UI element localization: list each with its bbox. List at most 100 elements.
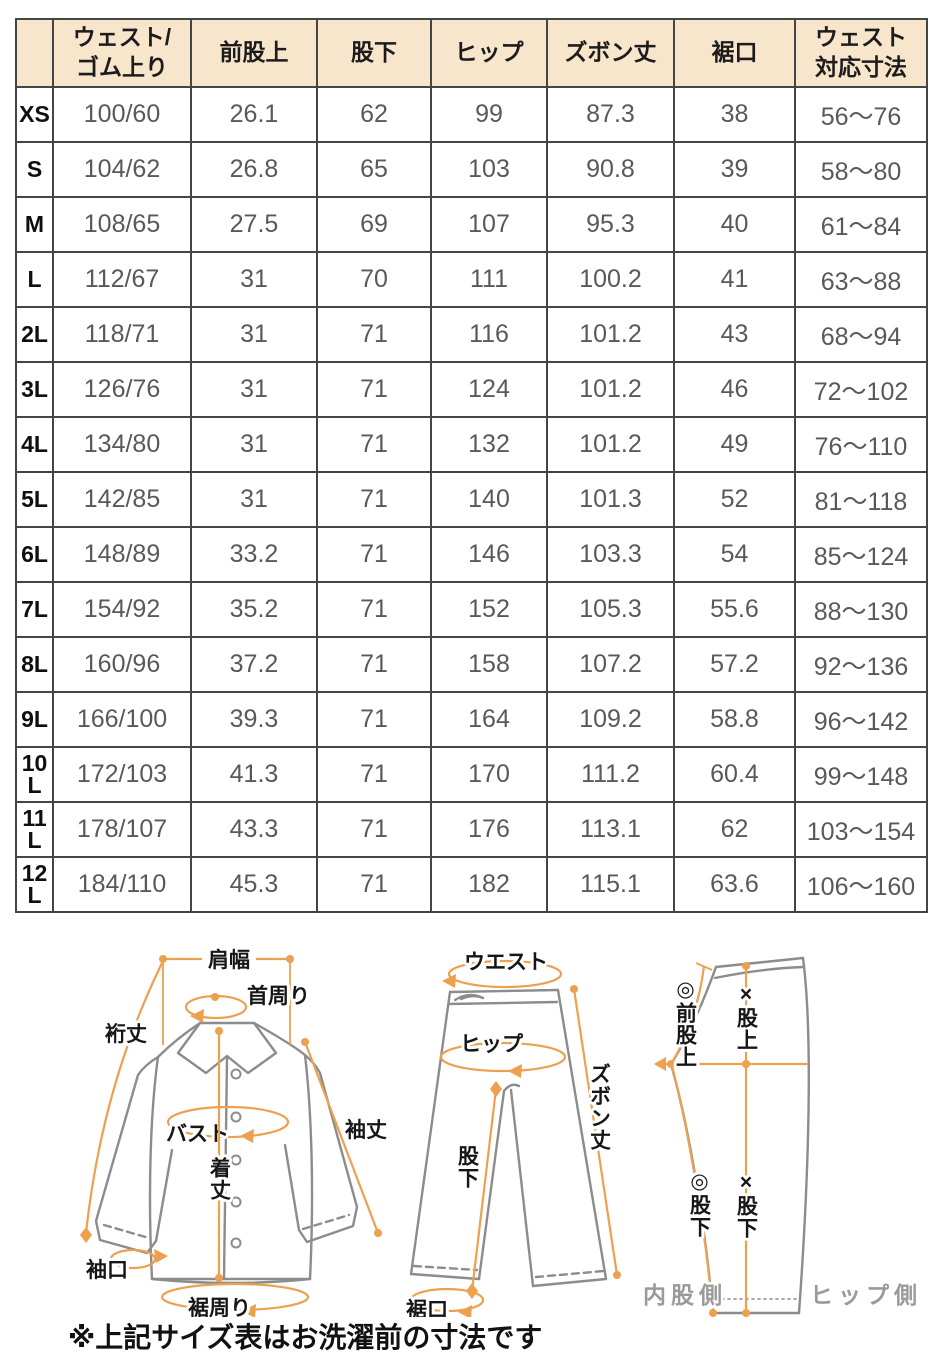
cell-hem-width: 55.6 <box>673 581 796 638</box>
cell-pants-length: 105.3 <box>546 581 675 638</box>
hem-ellipse <box>409 1287 485 1313</box>
table-row: 5L 142/85 31 71 140 101.3 52 81〜118 <box>15 471 928 528</box>
inseam-a-label: ◎股下 <box>688 1169 712 1238</box>
hip-label: ヒップ <box>460 1033 524 1056</box>
pants-length-line <box>572 988 619 1276</box>
cell-front-rise: 43.3 <box>190 801 318 858</box>
cell-waist-elastic: 178/107 <box>52 801 192 858</box>
arrowhead <box>458 1305 472 1317</box>
cell-waist-range: 96〜142 <box>794 691 928 748</box>
size-label: 4L <box>15 416 54 473</box>
cell-hip: 164 <box>430 691 548 748</box>
table-row: 11L 178/107 43.3 71 176 113.1 62 103〜154 <box>15 801 928 858</box>
cell-inseam: 71 <box>316 856 432 913</box>
cell-hip: 170 <box>430 746 548 803</box>
cell-front-rise: 31 <box>190 251 318 308</box>
yuki-line <box>84 960 164 1234</box>
header-hem-width: 裾口 <box>673 18 796 88</box>
cell-inseam: 71 <box>316 471 432 528</box>
sleeve-length-line <box>303 1041 380 1234</box>
arrowhead <box>154 1249 168 1263</box>
body-length-label: 着丈 <box>208 1156 233 1201</box>
cell-pants-length: 100.2 <box>546 251 675 308</box>
shirt-diagram: 肩幅 首周り 裄丈 バスト 袖丈 着丈 袖口 裾周り <box>80 945 390 1317</box>
cell-waist-range: 106〜160 <box>794 856 928 913</box>
size-label: 3L <box>15 361 54 418</box>
cell-hem-width: 39 <box>673 141 796 198</box>
cell-hip: 107 <box>430 196 548 253</box>
hem-around-label: 裾周り <box>188 1296 251 1317</box>
neck-label: 首周り <box>247 984 310 1008</box>
cell-hem-width: 54 <box>673 526 796 583</box>
cell-waist-elastic: 112/67 <box>52 251 192 308</box>
table-row: M 108/65 27.5 69 107 95.3 40 61〜84 <box>15 196 928 253</box>
cell-front-rise: 31 <box>190 416 318 473</box>
size-label: 8L <box>15 636 54 693</box>
cuff-ellipse <box>109 1248 157 1270</box>
header-pants-length: ズボン丈 <box>546 18 675 88</box>
table-row: 2L 118/71 31 71 116 101.2 43 68〜94 <box>15 306 928 363</box>
inner-side-label: 内股側 <box>643 1282 727 1308</box>
arrowhead <box>240 1129 254 1143</box>
hem-around-ellipse <box>160 1282 310 1312</box>
cell-front-rise: 33.2 <box>190 526 318 583</box>
header-size <box>15 18 54 88</box>
cell-front-rise: 31 <box>190 361 318 418</box>
cell-hip: 99 <box>430 86 548 143</box>
size-label: 12L <box>15 856 54 913</box>
footnote: ※上記サイズ表はお洗濯前の寸法です <box>68 1322 543 1353</box>
cell-front-rise: 37.2 <box>190 636 318 693</box>
cell-pants-length: 87.3 <box>546 86 675 143</box>
rise-label: ×股上 <box>735 983 759 1051</box>
size-table: ウェスト/ ゴム上り 前股上 股下 ヒップ ズボン丈 裾口 ウェスト 対応寸法 … <box>15 18 928 913</box>
cell-waist-elastic: 126/76 <box>52 361 192 418</box>
cell-hem-width: 62 <box>673 801 796 858</box>
cell-hip: 132 <box>430 416 548 473</box>
cell-inseam: 62 <box>316 86 432 143</box>
cell-pants-length: 101.2 <box>546 416 675 473</box>
cuff-label: 袖口 <box>86 1258 128 1282</box>
cell-inseam: 71 <box>316 361 432 418</box>
cell-hem-width: 52 <box>673 471 796 528</box>
cell-inseam: 71 <box>316 801 432 858</box>
cell-pants-length: 109.2 <box>546 691 675 748</box>
inseam-a-line <box>670 1065 715 1312</box>
header-row: ウェスト/ ゴム上り 前股上 股下 ヒップ ズボン丈 裾口 ウェスト 対応寸法 <box>15 18 928 88</box>
cell-hip: 176 <box>430 801 548 858</box>
drawstring <box>453 993 485 1002</box>
cell-front-rise: 31 <box>190 306 318 363</box>
cell-pants-length: 101.2 <box>546 361 675 418</box>
cell-waist-elastic: 172/103 <box>52 746 192 803</box>
shirt-placket <box>222 1056 229 1281</box>
inseam-line <box>470 1088 498 1292</box>
cell-inseam: 71 <box>316 306 432 363</box>
hip-side-label: ヒップ側 <box>810 1282 922 1308</box>
cell-front-rise: 39.3 <box>190 691 318 748</box>
size-label: L <box>15 251 54 308</box>
cell-waist-elastic: 134/80 <box>52 416 192 473</box>
shirt-left-sleeve <box>94 1055 174 1255</box>
cell-inseam: 65 <box>316 141 432 198</box>
cell-waist-elastic: 184/110 <box>52 856 192 913</box>
button <box>230 1068 242 1080</box>
cell-hip: 152 <box>430 581 548 638</box>
cell-waist-elastic: 108/65 <box>52 196 192 253</box>
arrowhead <box>490 1081 502 1097</box>
cell-front-rise: 45.3 <box>190 856 318 913</box>
cell-front-rise: 41.3 <box>190 746 318 803</box>
cell-hem-width: 40 <box>673 196 796 253</box>
cell-inseam: 71 <box>316 581 432 638</box>
size-label: 5L <box>15 471 54 528</box>
size-label: 7L <box>15 581 54 638</box>
cell-waist-range: 88〜130 <box>794 581 928 638</box>
cell-waist-elastic: 166/100 <box>52 691 192 748</box>
cell-front-rise: 27.5 <box>190 196 318 253</box>
cell-hem-width: 58.8 <box>673 691 796 748</box>
cell-pants-length: 95.3 <box>546 196 675 253</box>
table-row: L 112/67 31 70 111 100.2 41 63〜88 <box>15 251 928 308</box>
cell-inseam: 71 <box>316 746 432 803</box>
cell-pants-length: 103.3 <box>546 526 675 583</box>
cell-waist-range: 92〜136 <box>794 636 928 693</box>
cell-hem-width: 60.4 <box>673 746 796 803</box>
cell-hip: 146 <box>430 526 548 583</box>
